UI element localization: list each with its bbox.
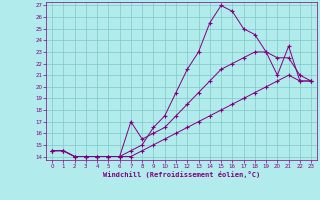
X-axis label: Windchill (Refroidissement éolien,°C): Windchill (Refroidissement éolien,°C) [103,171,260,178]
